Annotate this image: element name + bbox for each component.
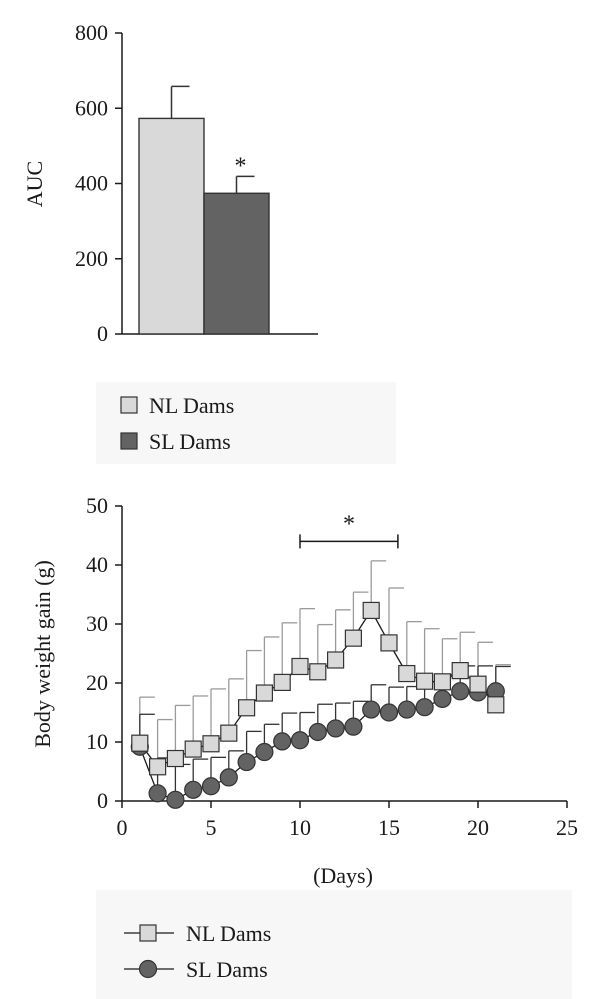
line-x-axis-label: (Days) [313,863,373,888]
data-point-sl-dams [273,732,292,751]
data-point-sl-dams [148,784,167,803]
line-y-axis-label: Body weight gain (g) [30,560,55,748]
data-point-sl-dams [237,752,256,772]
data-point-sl-dams [308,722,327,742]
data-point-nl-dams [184,740,202,758]
legend-label-nl-dams-line: NL Dams [186,921,271,946]
data-point-sl-dams [415,698,434,717]
significance-bracket: * [299,511,399,549]
legend-panel-top [96,382,396,464]
data-point-sl-dams [397,700,416,719]
data-point-nl-dams [344,629,362,647]
legend-panel-bottom [96,890,572,999]
data-point-nl-dams [220,724,238,742]
significance-asterisk: * [235,153,247,179]
data-point-sl-dams [184,780,203,799]
line-x-tick-label: 20 [467,815,489,840]
data-point-nl-dams [202,735,220,753]
line-x-tick-label: 25 [556,815,578,840]
bar-y-tick-label: 0 [97,321,108,346]
data-point-sl-dams [326,719,345,738]
line-x-ticks: 0 5 10 15 20 25 [117,801,578,840]
data-point-sl-dams [362,700,381,719]
data-point-sl-dams [219,768,238,787]
legend-swatch-sl-dams [120,432,138,450]
line-x-tick-label: 10 [289,815,311,840]
data-point-sl-dams [379,703,399,722]
bar-sl-dams [203,192,270,335]
data-point-nl-dams [291,657,309,676]
data-point-sl-dams [344,717,363,736]
line-chart: 0 10 20 30 40 50 0 5 10 15 20 25 Body weight gain … [30,493,578,888]
data-point-nl-dams [166,749,184,768]
line-x-tick-label: 5 [206,815,217,840]
line-y-tick-label: 50 [86,493,108,518]
data-point-nl-dams [327,651,345,669]
data-point-nl-dams [451,662,469,680]
line-y-tick-label: 0 [97,788,108,813]
series-layer [130,560,511,809]
line-y-ticks: 0 10 20 30 40 50 [86,493,122,813]
legend-label-sl-dams: SL Dams [149,429,231,454]
bar-y-axis-label: AUC [22,161,47,207]
data-point-nl-dams [469,675,487,693]
bar-y-tick-label: 200 [75,246,108,271]
line-legend: NL Dams SL Dams [124,921,271,982]
data-point-sl-dams [255,742,274,762]
data-point-nl-dams [433,673,451,691]
bar-y-tick-label: 800 [75,20,108,45]
data-point-nl-dams [487,696,505,714]
bar-chart: 0 200 400 600 800 AUC * [22,20,318,346]
data-point-sl-dams [166,790,185,809]
legend-marker-sl-dams [138,959,158,979]
line-y-tick-label: 40 [86,552,108,577]
data-point-sl-dams [433,689,452,709]
data-point-sl-dams [290,731,310,750]
legend-label-nl-dams: NL Dams [149,393,234,418]
data-point-nl-dams [362,601,380,620]
data-point-nl-dams [131,734,149,752]
line-y-tick-label: 10 [86,729,108,754]
data-point-nl-dams [309,663,327,681]
bar-y-tick-label: 400 [75,171,108,196]
data-point-sl-dams [451,682,470,701]
legend-swatch-nl-dams [120,396,138,414]
bracket-asterisk: * [343,511,355,537]
data-point-nl-dams [255,684,273,702]
data-point-nl-dams [416,672,434,690]
bar-y-ticks: 0 200 400 600 800 [75,20,122,346]
bar-legend: NL Dams SL Dams [120,393,234,454]
data-point-nl-dams [380,634,398,652]
bar-nl-dams [138,117,205,335]
bars: * [138,85,270,335]
legend-marker-nl-dams [139,924,157,942]
data-point-nl-dams [398,664,416,683]
line-x-tick-label: 15 [378,815,400,840]
data-point-nl-dams [238,699,256,717]
data-point-nl-dams [149,758,167,776]
line-x-tick-label: 0 [117,815,128,840]
line-y-tick-label: 30 [86,611,108,636]
bar-y-tick-label: 600 [75,95,108,120]
data-point-sl-dams [201,777,221,796]
legend-label-sl-dams-line: SL Dams [186,957,268,982]
line-y-tick-label: 20 [86,670,108,695]
data-point-nl-dams [273,673,291,692]
